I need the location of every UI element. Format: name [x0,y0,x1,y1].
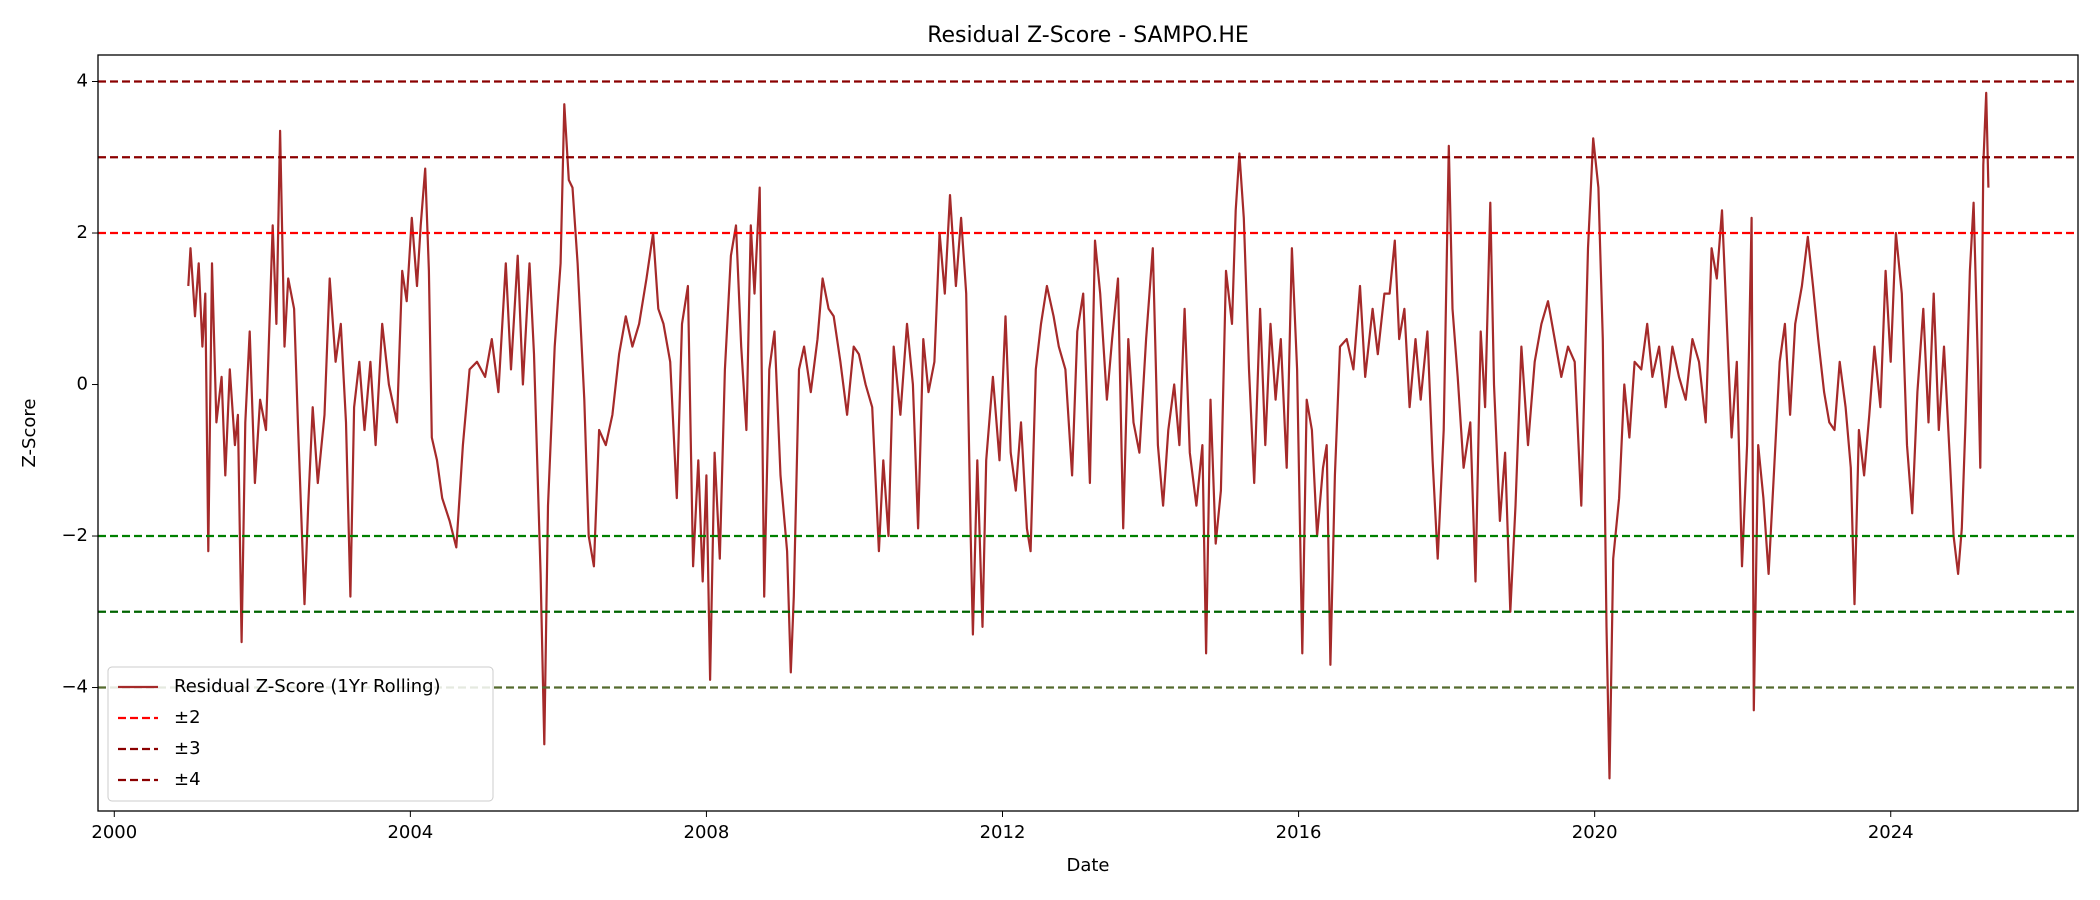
x-tick-label: 2012 [980,822,1026,843]
y-tick-label: 4 [77,71,88,92]
data-line [187,91,1990,780]
y-tick-label: 0 [77,374,88,395]
x-tick-label: 2020 [1572,822,1618,843]
x-tick-label: 2000 [91,822,137,843]
legend-box [107,666,494,802]
y-tick-label: −4 [61,677,88,698]
x-tick-label: 2024 [1868,822,1914,843]
y-axis-label: Z-Score [19,399,40,468]
legend-label: ±3 [174,738,201,759]
y-tick-label: 2 [77,222,88,243]
plot-frame [97,54,2079,812]
x-axis-label: Date [1066,855,1109,876]
legend-label: ±4 [174,769,201,790]
legend-label: Residual Z-Score (1Yr Rolling) [174,676,441,697]
x-tick-label: 2016 [1276,822,1322,843]
x-tick-label: 2004 [387,822,433,843]
legend: Residual Z-Score (1Yr Rolling) ±2 ±3 ±4 [107,666,494,802]
legend-label: ±2 [174,707,201,728]
chart-title: Residual Z-Score - SAMPO.HE [927,23,1249,48]
x-tick-label: 2008 [684,822,730,843]
y-tick-label: −2 [61,525,88,546]
